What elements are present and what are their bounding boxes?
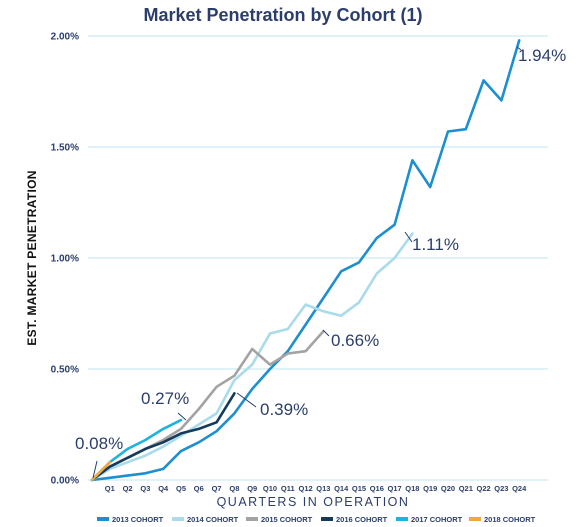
end-value-label: 0.39% — [260, 400, 308, 419]
annotation-leader — [236, 392, 257, 408]
x-tick-label: Q19 — [423, 484, 437, 493]
x-tick-label: Q15 — [352, 484, 366, 493]
legend-label: 2018 COHORT — [484, 515, 536, 524]
legend: 2013 COHORT 2014 COHORT 2015 COHORT 2016 CO… — [97, 515, 536, 524]
y-tick-label: 0.50% — [51, 365, 79, 376]
series-line-2018-cohort — [90, 460, 112, 482]
x-tick-label: Q6 — [194, 484, 204, 493]
legend-label: 2016 COHORT — [336, 515, 388, 524]
x-axis-label: QUARTERS IN OPERATION — [217, 495, 410, 509]
legend-label: 2013 COHORT — [112, 515, 164, 524]
series-lines — [90, 39, 521, 482]
chart-title: Market Penetration by Cohort (1) — [143, 5, 422, 25]
x-tick-label: Q13 — [316, 484, 330, 493]
end-value-label: 1.94% — [518, 46, 566, 65]
x-tick-label: Q5 — [176, 484, 186, 493]
x-axis-ticks: Q1 Q2 Q3 Q4 Q5 Q6 Q7 Q8 Q9 Q10 Q11 Q12 Q13 Q14 Q15 Q16 Q… — [105, 484, 527, 493]
x-tick-label: Q14 — [334, 484, 349, 493]
end-value-label: 1.11% — [412, 235, 459, 254]
x-tick-label: Q12 — [299, 484, 313, 493]
x-tick-label: Q16 — [370, 484, 384, 493]
x-tick-label: Q2 — [123, 484, 133, 493]
y-tick-label: 1.50% — [51, 143, 79, 154]
x-tick-label: Q20 — [441, 484, 455, 493]
series-line-2016-cohort — [90, 392, 236, 482]
legend-label: 2017 COHORT — [411, 515, 463, 524]
x-tick-label: Q21 — [459, 484, 473, 493]
legend-label: 2015 COHORT — [261, 515, 313, 524]
y-tick-label: 1.00% — [51, 254, 79, 265]
series-line-2014-cohort — [90, 232, 414, 482]
x-tick-label: Q24 — [512, 484, 527, 493]
y-axis-label: EST. MARKET PENETRATION — [25, 170, 39, 345]
x-tick-label: Q9 — [247, 484, 257, 493]
annotation-leader — [177, 412, 187, 421]
y-tick-label: 2.00% — [51, 32, 79, 43]
x-tick-label: Q10 — [263, 484, 277, 493]
annotation-leader — [404, 231, 413, 243]
x-tick-label: Q22 — [477, 484, 491, 493]
legend-label: 2014 COHORT — [187, 515, 239, 524]
x-tick-label: Q3 — [140, 484, 150, 493]
x-tick-label: Q7 — [212, 484, 222, 493]
x-tick-label: Q4 — [158, 484, 169, 493]
x-tick-label: Q8 — [229, 484, 239, 493]
x-tick-label: Q23 — [494, 484, 508, 493]
annotation-leader — [92, 460, 98, 479]
x-tick-label: Q11 — [281, 484, 295, 493]
gridlines — [88, 35, 548, 481]
series-line-2013-cohort — [90, 39, 521, 482]
x-tick-label: Q1 — [105, 484, 115, 493]
x-tick-label: Q18 — [405, 484, 419, 493]
y-axis-ticks: 0.00% 0.50% 1.00% 1.50% 2.00% — [51, 32, 79, 487]
end-value-label: 0.27% — [141, 389, 189, 408]
end-value-annotations: 1.94% 1.11% 0.66% 0.39% 0.27% 0.08% — [75, 46, 566, 479]
end-value-label: 0.66% — [331, 331, 379, 350]
annotation-leader — [322, 329, 330, 337]
end-value-label: 0.08% — [75, 434, 123, 453]
x-tick-label: Q17 — [388, 484, 402, 493]
annotation-leader — [516, 46, 522, 51]
y-tick-label: 0.00% — [51, 476, 79, 487]
